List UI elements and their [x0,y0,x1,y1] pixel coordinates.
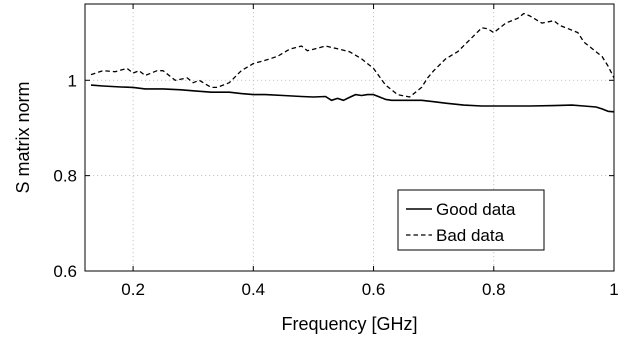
x-axis-label: Frequency [GHz] [281,314,417,334]
legend-box [397,189,545,251]
x-tick-label: 0.6 [362,280,386,299]
y-axis-label: S matrix norm [13,81,33,193]
series-line-bad-data [90,12,615,98]
x-tick-label: 0.8 [482,280,506,299]
x-tick-label: 1 [609,280,618,299]
x-tick-label: 0.2 [121,280,145,299]
legend-label-good-data: Good data [436,200,516,219]
legend: Good data Bad data [397,189,545,251]
x-tick-label: 0.4 [241,280,265,299]
y-tick-label: 0.8 [53,167,77,186]
series-layer [90,12,615,113]
grid-lines [85,4,614,271]
legend-label-bad-data: Bad data [436,226,505,245]
plot-frame [84,3,615,272]
y-tick-label: 1 [68,71,77,90]
series-line-good-data [90,84,615,113]
y-tick-label: 0.6 [53,262,77,281]
axis-tick-labels: 0.2 0.4 0.6 0.8 1 0.6 0.8 1 [53,71,618,299]
axis-ticks [85,4,615,272]
